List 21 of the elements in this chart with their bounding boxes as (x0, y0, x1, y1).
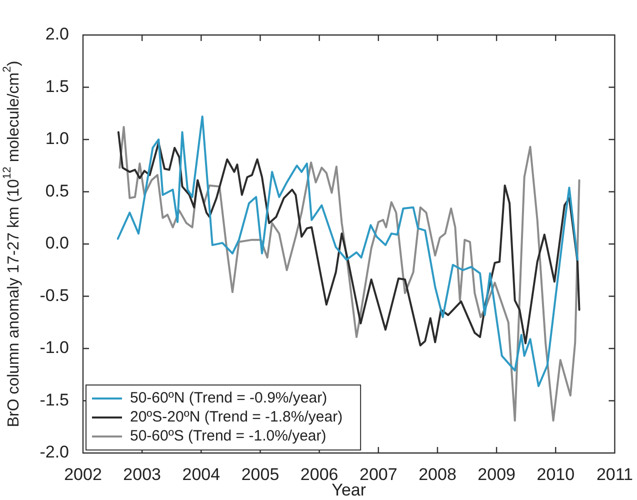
y-tick-label: 0.5 (45, 181, 69, 200)
y-tick-label: 1.0 (45, 129, 69, 148)
x-tick-label: 2004 (182, 464, 220, 484)
legend-label: 50-60ºN (Trend = -0.9%/year) (130, 390, 328, 407)
y-tick-label: 2.0 (45, 24, 69, 44)
y-tick-label: 0.0 (45, 234, 69, 253)
y-tick-label: 1.5 (45, 76, 69, 96)
x-tick-label: 2010 (536, 464, 575, 484)
x-tick-label: 2008 (418, 464, 456, 484)
x-tick-label: 2002 (64, 464, 102, 484)
x-tick-label: 2009 (478, 464, 516, 484)
legend-label: 20ºS-20ºN (Trend = -1.8%/year) (130, 408, 343, 426)
y-tick-label: -1.5 (40, 390, 69, 410)
x-tick-label: 2005 (241, 464, 280, 484)
x-tick-label: 2011 (596, 464, 634, 484)
y-tick-label: -2.0 (40, 442, 69, 462)
y-tick-label: -0.5 (40, 286, 69, 305)
y-axis-title: BrO column anomaly 17-27 km (1012 molecule/cm2) (2, 60, 22, 428)
y-tick-label: -1.0 (40, 338, 69, 358)
x-tick-label: 2003 (123, 464, 161, 484)
legend-label: 50-60ºS (Trend = -1.0%/year) (130, 428, 326, 445)
